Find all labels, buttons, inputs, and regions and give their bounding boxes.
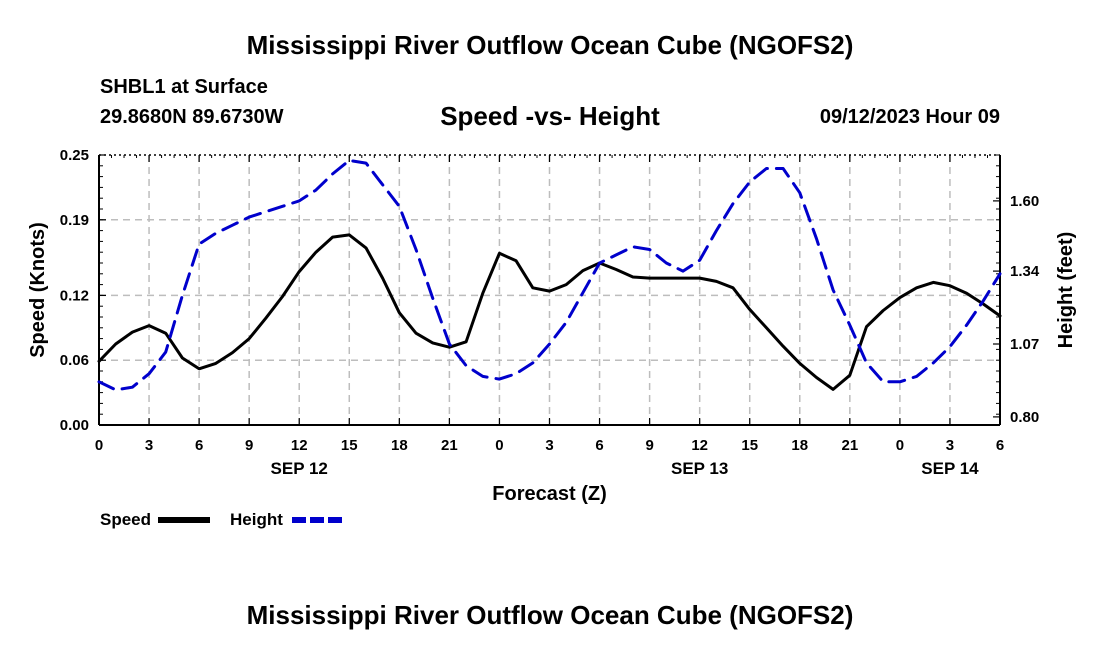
legend-label-height: Height [230,510,283,529]
y2-tick-label: 1.60 [1010,193,1039,210]
x-tick-label: 3 [545,437,553,454]
y2-tick-label: 0.80 [1010,409,1039,426]
x-tick-label: 0 [896,437,904,454]
x-tick-label: 9 [645,437,653,454]
y2-axis-label: Height (feet) [1055,232,1077,349]
date-label: SEP 14 [921,459,979,478]
y2-tick-label: 1.07 [1010,336,1039,353]
series-line-speed [97,233,1002,391]
y2-tick-label: 1.34 [1010,263,1040,280]
y-tick-label: 0.19 [60,212,89,229]
x-tick-label: 21 [441,437,458,454]
y-tick-label: 0.12 [60,287,89,304]
station-label: SHBL1 at Surface [100,76,268,98]
chart-subtitle: Speed -vs- Height [440,101,660,131]
legend-label-speed: Speed [100,510,151,529]
speed-height-chart: 0 3 6 9 12 15 18 21 0 3 6 9 12 15 18 21 0 3 6 0.00 0.06 0.12 0… [27,147,1077,529]
date-label: SEP 12 [271,459,328,478]
x-tick-label: 9 [245,437,253,454]
x-tick-label: 15 [341,437,358,454]
y-axis-label: Speed (Knots) [27,222,49,358]
x-axis-label: Forecast (Z) [492,483,606,505]
x-tick-label: 18 [791,437,808,454]
forecast-datetime: 09/12/2023 Hour 09 [819,106,1000,128]
x-tick-label: 12 [691,437,708,454]
y-tick-label: 0.00 [60,417,89,434]
x-tick-label: 6 [195,437,203,454]
date-label: SEP 13 [671,459,728,478]
x-tick-label: 6 [595,437,603,454]
y-tick-label: 0.25 [60,147,89,164]
x-tick-label: 18 [391,437,408,454]
y-tick-label: 0.06 [60,352,89,369]
x-tick-label: 6 [996,437,1004,454]
footer-title: Mississippi River Outflow Ocean Cube (NG… [246,600,854,630]
x-tick-label: 21 [841,437,858,454]
x-tick-label: 0 [495,437,503,454]
x-tick-label: 12 [291,437,308,454]
coordinates-label: 29.8680N 89.6730W [100,106,284,128]
x-tick-label: 3 [145,437,153,454]
x-tick-label: 0 [95,437,103,454]
series-line-height [97,158,1002,392]
x-tick-label: 15 [741,437,758,454]
chart-title: Mississippi River Outflow Ocean Cube (NG… [246,30,854,60]
x-tick-label: 3 [946,437,954,454]
